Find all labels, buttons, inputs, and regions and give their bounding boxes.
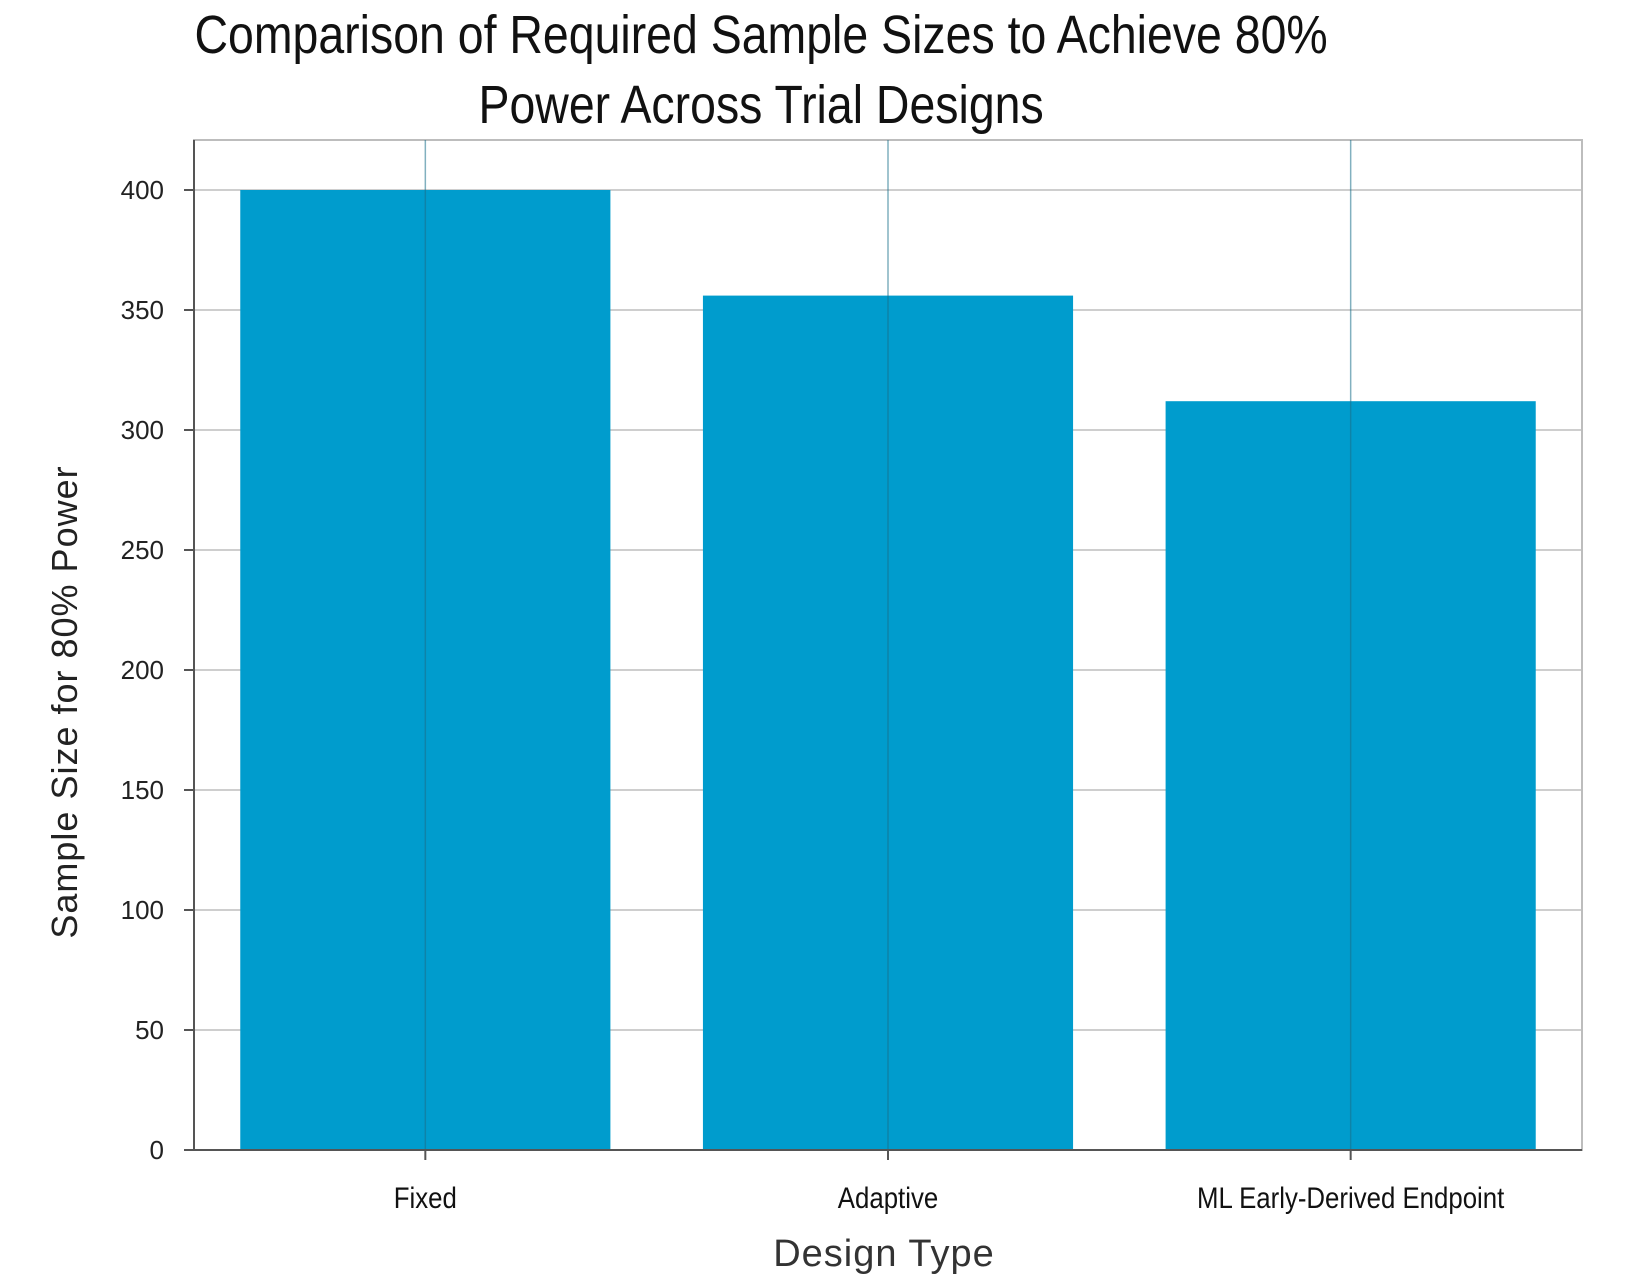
chart-title-line-2: Power Across Trial Designs xyxy=(478,75,1044,135)
y-tick-label: 50 xyxy=(135,1015,164,1045)
x-axis-label: Design Type xyxy=(773,1233,995,1275)
chart-title: Comparison of Required Sample Sizes to A… xyxy=(0,0,1522,140)
y-tick-label: 150 xyxy=(121,775,164,805)
y-tick-label: 300 xyxy=(121,415,164,445)
vertical-grid-lines xyxy=(424,140,1352,1150)
axes xyxy=(184,140,1582,1160)
y-axis-label: Sample Size for 80% Power xyxy=(44,465,85,938)
x-tick-label: ML Early-Derived Endpoint xyxy=(1197,1181,1504,1214)
y-tick-label: 250 xyxy=(121,535,164,565)
x-tick-label: Fixed xyxy=(394,1181,457,1214)
y-tick-label: 200 xyxy=(121,655,164,685)
tick-labels: 0 50 100 150 200 250 300 350 400 Fixed Adaptive ML … xyxy=(121,175,1505,1214)
y-tick-label: 400 xyxy=(121,175,164,205)
x-tick-label: Adaptive xyxy=(838,1181,938,1214)
y-tick-label: 100 xyxy=(121,895,164,925)
y-tick-label: 350 xyxy=(121,295,164,325)
y-tick-label: 0 xyxy=(150,1135,164,1165)
chart-title-line-1: Comparison of Required Sample Sizes to A… xyxy=(194,5,1328,65)
